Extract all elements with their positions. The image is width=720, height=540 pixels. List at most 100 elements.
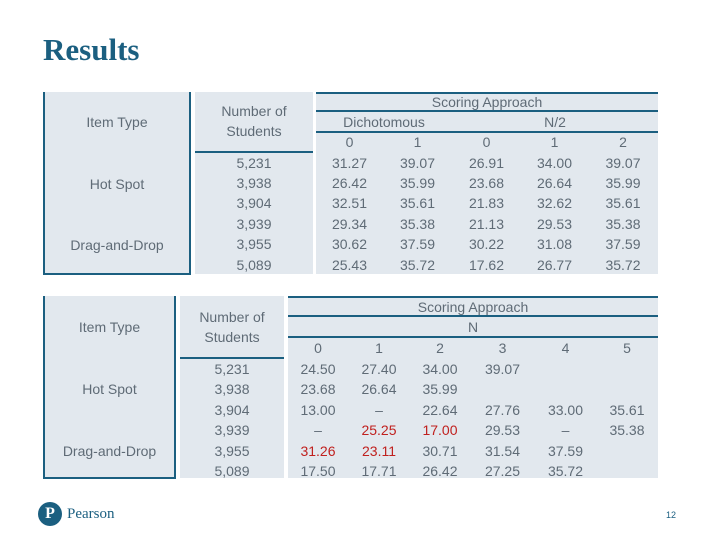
table1-students-value: 5,089 xyxy=(236,257,272,273)
table1-score-value: 35.38 xyxy=(399,216,436,232)
table2-scoring-header: Scoring Approach xyxy=(417,299,529,315)
pearson-logo-icon: P xyxy=(38,502,62,526)
table2-n-header: N xyxy=(467,319,479,335)
table2-score-value: 39.07 xyxy=(484,361,521,377)
table1-score-value: 35.38 xyxy=(605,216,641,232)
table1-num-students-header: Number of Students xyxy=(221,103,287,139)
table1-students-rule xyxy=(195,151,313,153)
table1-score-value: 32.62 xyxy=(536,195,573,211)
table2-itemtype-border xyxy=(43,296,176,479)
table1-score-value: 30.62 xyxy=(331,236,368,252)
table2-score-value: 35.99 xyxy=(422,381,458,397)
table2-score-col-1: 1 xyxy=(375,340,383,356)
table2-score-value: 26.64 xyxy=(361,381,397,397)
table2-students-value: 5,089 xyxy=(214,463,250,479)
table2-score-col-0: 0 xyxy=(314,340,322,356)
table1-score-value: 29.34 xyxy=(331,216,368,232)
table1-score-value: 26.42 xyxy=(331,175,368,191)
table1-score-col-2: 0 xyxy=(482,134,491,150)
table1-score-col-1: 1 xyxy=(413,134,422,150)
table1-top-rule xyxy=(316,92,658,94)
table2-score-value: 31.54 xyxy=(484,443,521,459)
table1-score-value: 37.59 xyxy=(399,236,436,252)
table1-n2-header: N/2 xyxy=(544,114,566,130)
table2-score-value: 13.00 xyxy=(300,402,336,418)
table2-item-type-header: Item Type xyxy=(78,319,141,335)
table2-score-value: 17.50 xyxy=(300,463,336,479)
table1-score-value: 32.51 xyxy=(331,195,368,211)
table2-score-value: 31.26 xyxy=(300,443,336,459)
table2-score-value: 35.72 xyxy=(547,463,584,479)
table1-students-bg xyxy=(195,92,313,274)
table1-score-value: 17.62 xyxy=(468,257,505,273)
table2-score-value: 26.42 xyxy=(422,463,458,479)
table1-score-col-4: 2 xyxy=(619,134,627,150)
table2-score-value: 37.59 xyxy=(547,443,584,459)
table2-item-type-hot-spot: Hot Spot xyxy=(82,381,137,397)
table1-rule-2 xyxy=(316,110,658,112)
table2-students-value: 3,938 xyxy=(214,381,250,397)
pearson-logo: P Pearson xyxy=(38,502,115,526)
table1-score-value: 31.27 xyxy=(331,155,368,171)
table1-score-value: 35.61 xyxy=(399,195,436,211)
table1-score-value: 35.99 xyxy=(605,175,641,191)
table1-score-value: 35.99 xyxy=(399,175,436,191)
pearson-logo-text: Pearson xyxy=(67,505,115,522)
table2-num-students-header: Number of Students xyxy=(199,309,265,345)
table1-score-value: 21.13 xyxy=(468,216,505,232)
table2-score-value: 33.00 xyxy=(547,402,584,418)
table2-scores-bg xyxy=(288,296,658,478)
table1-item-type-header: Item Type xyxy=(86,114,148,130)
page-title: Results xyxy=(43,32,140,67)
table1-score-value: 26.91 xyxy=(468,155,505,171)
table1-dichotomous-header: Dichotomous xyxy=(343,114,425,130)
table2-score-value: 27.40 xyxy=(361,361,397,377)
table2-students-value: 5,231 xyxy=(214,361,250,377)
table1-score-value: 29.53 xyxy=(536,216,573,232)
table2-score-value: 25.25 xyxy=(361,422,397,438)
table2-top-rule xyxy=(288,296,658,298)
table1-item-type-drag-drop: Drag-and-Drop xyxy=(70,237,164,253)
table2-students-rule xyxy=(180,357,284,359)
table1-itemtype-bg xyxy=(43,92,191,274)
table1-score-value: 23.68 xyxy=(468,175,505,191)
table1-score-value: 35.61 xyxy=(605,195,641,211)
table1-score-value: 26.77 xyxy=(536,257,573,273)
table2-score-value: 35.38 xyxy=(609,422,645,438)
table2-score-value: 29.53 xyxy=(484,422,521,438)
table2-rule-2 xyxy=(288,315,658,317)
table1-students-value: 3,955 xyxy=(236,236,272,252)
table2-students-value: 3,955 xyxy=(214,443,250,459)
table2-score-col-3: 3 xyxy=(498,340,507,356)
table2-score-value: 17.71 xyxy=(361,463,397,479)
table1-score-value: 39.07 xyxy=(399,155,436,171)
table1-scores-bg xyxy=(316,92,658,274)
table1-score-value: 30.22 xyxy=(468,236,505,252)
table1-score-value: 31.08 xyxy=(536,236,573,252)
table2-score-value: 27.25 xyxy=(484,463,521,479)
table2-score-col-5: 5 xyxy=(623,340,631,356)
table1-score-value: 37.59 xyxy=(605,236,641,252)
table2-score-value: 23.68 xyxy=(300,381,336,397)
table2-score-value: 22.64 xyxy=(422,402,458,418)
table2-score-value: 24.50 xyxy=(300,361,336,377)
page-number: 12 xyxy=(666,510,677,520)
table2-score-value: 30.71 xyxy=(422,443,458,459)
table1-students-value: 3,904 xyxy=(236,195,272,211)
table1-students-value: 3,938 xyxy=(236,175,272,191)
table1-score-value: 35.72 xyxy=(605,257,641,273)
table1-scoring-header: Scoring Approach xyxy=(431,94,543,110)
table1-score-col-0: 0 xyxy=(345,134,354,150)
table1-score-value: 34.00 xyxy=(536,155,573,171)
table2-score-value: 34.00 xyxy=(422,361,458,377)
table1-itemtype-border xyxy=(43,92,191,275)
table2-score-col-4: 4 xyxy=(561,340,570,356)
table2-students-value: 3,904 xyxy=(214,402,250,418)
table2-score-value: – xyxy=(375,402,383,418)
table1-item-type-hot-spot: Hot Spot xyxy=(89,176,145,192)
table2-score-value: 17.00 xyxy=(422,422,458,438)
table1-score-value: 21.83 xyxy=(468,195,505,211)
table2-score-value: 23.11 xyxy=(362,443,396,459)
table2-score-col-2: 2 xyxy=(436,340,444,356)
table1-score-col-3: 1 xyxy=(550,134,559,150)
